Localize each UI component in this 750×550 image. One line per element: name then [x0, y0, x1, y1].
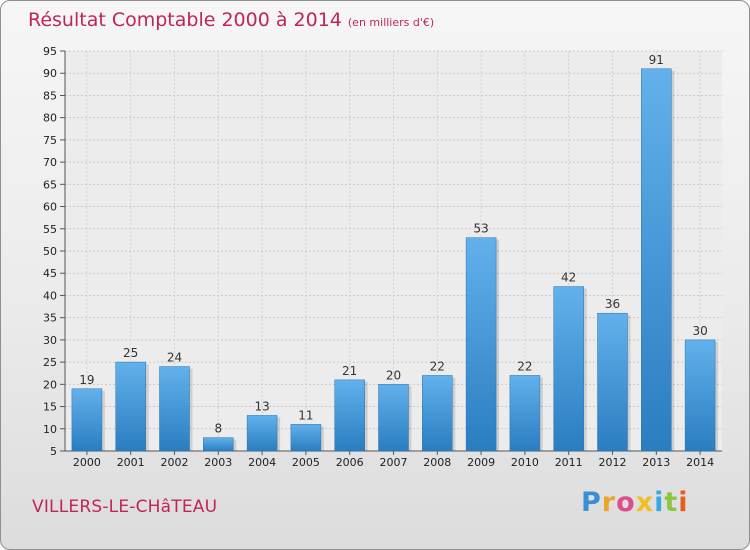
- x-tick-label-2013: 2013: [642, 456, 670, 469]
- x-tick-label-2011: 2011: [555, 456, 583, 469]
- data-label-2003: 8: [214, 422, 222, 436]
- bar-2002: [159, 366, 190, 452]
- bar-2012: [597, 312, 628, 452]
- data-label-2012: 36: [605, 297, 620, 311]
- data-label-2004: 13: [254, 399, 269, 413]
- bar-2011: [553, 286, 584, 452]
- logo-letter: i: [654, 487, 665, 518]
- data-label-2006: 21: [342, 364, 357, 378]
- y-tick-label: 45: [43, 267, 57, 280]
- x-tick-label-2002: 2002: [161, 456, 189, 469]
- bar-2014: [684, 339, 716, 452]
- proxiti-logo[interactable]: Proxiti: [581, 487, 689, 518]
- x-tick-label-2003: 2003: [204, 456, 232, 469]
- x-tick-label-2005: 2005: [292, 456, 320, 469]
- bar-2007: [378, 384, 409, 452]
- chart-unit: (en milliers d'€): [347, 16, 435, 29]
- logo-letter: t: [664, 487, 679, 518]
- x-tick-label-2001: 2001: [117, 456, 145, 469]
- logo-letter: o: [616, 487, 636, 518]
- bar-2006: [334, 379, 365, 452]
- y-tick-label: 40: [43, 289, 57, 302]
- bar-2001: [115, 361, 146, 452]
- y-tick-label: 90: [43, 67, 57, 80]
- bar-2004: [246, 415, 278, 452]
- x-tick-label-2008: 2008: [423, 456, 451, 469]
- y-tick-label: 15: [43, 401, 57, 414]
- data-label-2013: 91: [649, 53, 664, 67]
- y-tick-label: 85: [43, 89, 57, 102]
- data-label-2005: 11: [298, 408, 313, 422]
- bar-2013: [641, 68, 672, 452]
- data-label-2010: 22: [517, 359, 532, 373]
- bar-layer: [71, 68, 719, 452]
- x-tick-label-2009: 2009: [467, 456, 495, 469]
- x-tick-label-2007: 2007: [380, 456, 408, 469]
- x-tick-label-2012: 2012: [599, 456, 627, 469]
- y-tick-label: 5: [50, 445, 57, 458]
- data-label-2011: 42: [561, 271, 576, 285]
- y-tick-label: 95: [43, 45, 57, 58]
- bar-2003: [203, 437, 234, 452]
- bar-2000: [71, 388, 103, 452]
- y-tick-label: 55: [43, 223, 57, 236]
- x-tick-label-2004: 2004: [248, 456, 276, 469]
- bar-2005: [290, 424, 322, 452]
- y-tick-label: 25: [43, 356, 57, 369]
- x-tick-label-2010: 2010: [511, 456, 539, 469]
- logo-letter: i: [678, 487, 689, 518]
- logo-letter: x: [635, 487, 655, 518]
- y-tick-label: 65: [43, 178, 57, 191]
- y-tick-label: 35: [43, 312, 57, 325]
- logo-letter: P: [581, 487, 602, 518]
- x-tick-label-2006: 2006: [336, 456, 364, 469]
- y-tick-label: 70: [43, 156, 57, 169]
- y-tick-label: 80: [43, 112, 57, 125]
- y-tick-label: 30: [43, 334, 57, 347]
- chart-title: Résultat Comptable 2000 à 2014 (en millie…: [28, 9, 434, 31]
- bar-2009: [465, 237, 497, 452]
- bar-2010: [509, 375, 541, 452]
- data-label-2014: 30: [692, 324, 707, 338]
- town-name: VILLERS-LE-CHâTEAU: [32, 497, 218, 517]
- y-tick-label: 60: [43, 201, 57, 214]
- bar-2008: [422, 375, 453, 452]
- data-label-2008: 22: [430, 359, 445, 373]
- data-label-2000: 19: [79, 373, 94, 387]
- data-label-2009: 53: [473, 222, 488, 236]
- x-tick-label-2014: 2014: [686, 456, 714, 469]
- label-layer: 19 25 24 8 13 11 21 20 22 53 22 42 36 91 30: [79, 53, 707, 436]
- y-tick-label: 75: [43, 134, 57, 147]
- logo-letter: r: [601, 487, 617, 518]
- data-label-2002: 24: [167, 351, 182, 365]
- y-tick-label: 50: [43, 245, 57, 258]
- x-tick-label-2000: 2000: [73, 456, 101, 469]
- chart-title-text: Résultat Comptable 2000 à 2014: [28, 9, 342, 31]
- y-tick-label: 20: [43, 378, 57, 391]
- data-label-2007: 20: [386, 368, 401, 382]
- y-tick-label: 10: [43, 423, 57, 436]
- data-label-2001: 25: [123, 346, 138, 360]
- axis-layer: 5 10 15 20 25 30 35 40 45 50 55 60 65 70 75 80 85 90 95 200…: [43, 45, 722, 469]
